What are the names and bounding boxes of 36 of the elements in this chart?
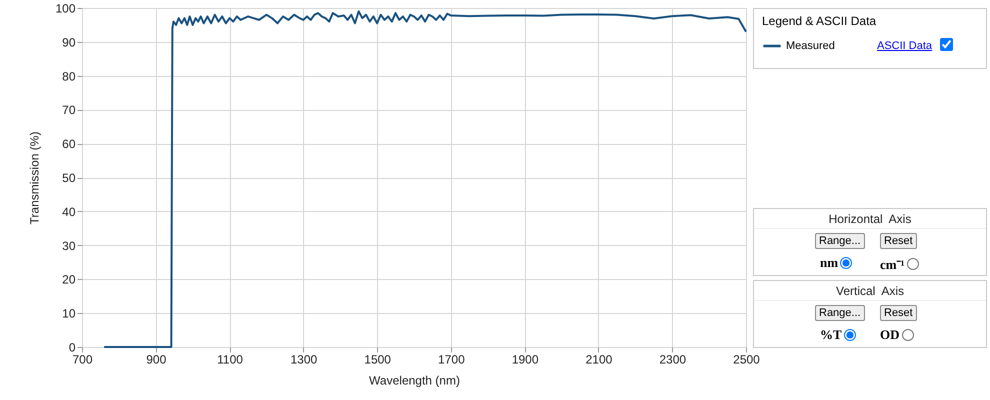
y-tick-label: 30 xyxy=(62,238,76,253)
x-tick-label: 2100 xyxy=(586,352,613,366)
x-tick-label: 1300 xyxy=(290,352,318,366)
x-tick-label: 1100 xyxy=(217,352,244,366)
text: Range... xyxy=(815,305,865,321)
text: nm xyxy=(820,255,840,271)
y-tick-label: 90 xyxy=(62,35,76,50)
y-tick-label: 50 xyxy=(62,171,76,185)
text: Horizontal Axis xyxy=(754,209,986,229)
y-tick-label: 0 xyxy=(68,340,76,354)
x-tick-label: 1500 xyxy=(364,352,392,366)
x-tick-label: 1700 xyxy=(438,352,466,366)
y-tick-label: 40 xyxy=(62,204,76,219)
x-tick-label: 700 xyxy=(72,352,93,366)
text: %T xyxy=(820,327,843,343)
y-tick-label: 70 xyxy=(62,103,76,118)
x-axis-title: Wavelength (nm) xyxy=(369,374,460,388)
legend-title: Legend & ASCII Data xyxy=(762,14,876,28)
text: cm⁻¹ xyxy=(880,256,906,273)
legend-label: Measured xyxy=(786,40,835,52)
x-tick-label: 1900 xyxy=(512,352,539,366)
text: Vertical Axis xyxy=(754,281,986,301)
x-tick-label: 900 xyxy=(146,352,167,366)
text: Range... xyxy=(815,233,865,249)
y-tick-label: 10 xyxy=(62,306,76,321)
y-tick-label: 100 xyxy=(55,2,76,16)
x-tick-label: 2300 xyxy=(659,352,686,366)
y-tick-label: 60 xyxy=(62,137,76,152)
y-tick-label: 20 xyxy=(62,272,76,287)
x-tick-label: 2500 xyxy=(733,352,760,366)
text: ASCII Data xyxy=(877,40,932,52)
y-axis-title: Transmission (%) xyxy=(27,132,42,224)
y-tick-label: 80 xyxy=(62,69,76,84)
text: OD xyxy=(880,327,900,343)
text: Reset xyxy=(880,233,917,249)
text: Reset xyxy=(880,305,917,321)
